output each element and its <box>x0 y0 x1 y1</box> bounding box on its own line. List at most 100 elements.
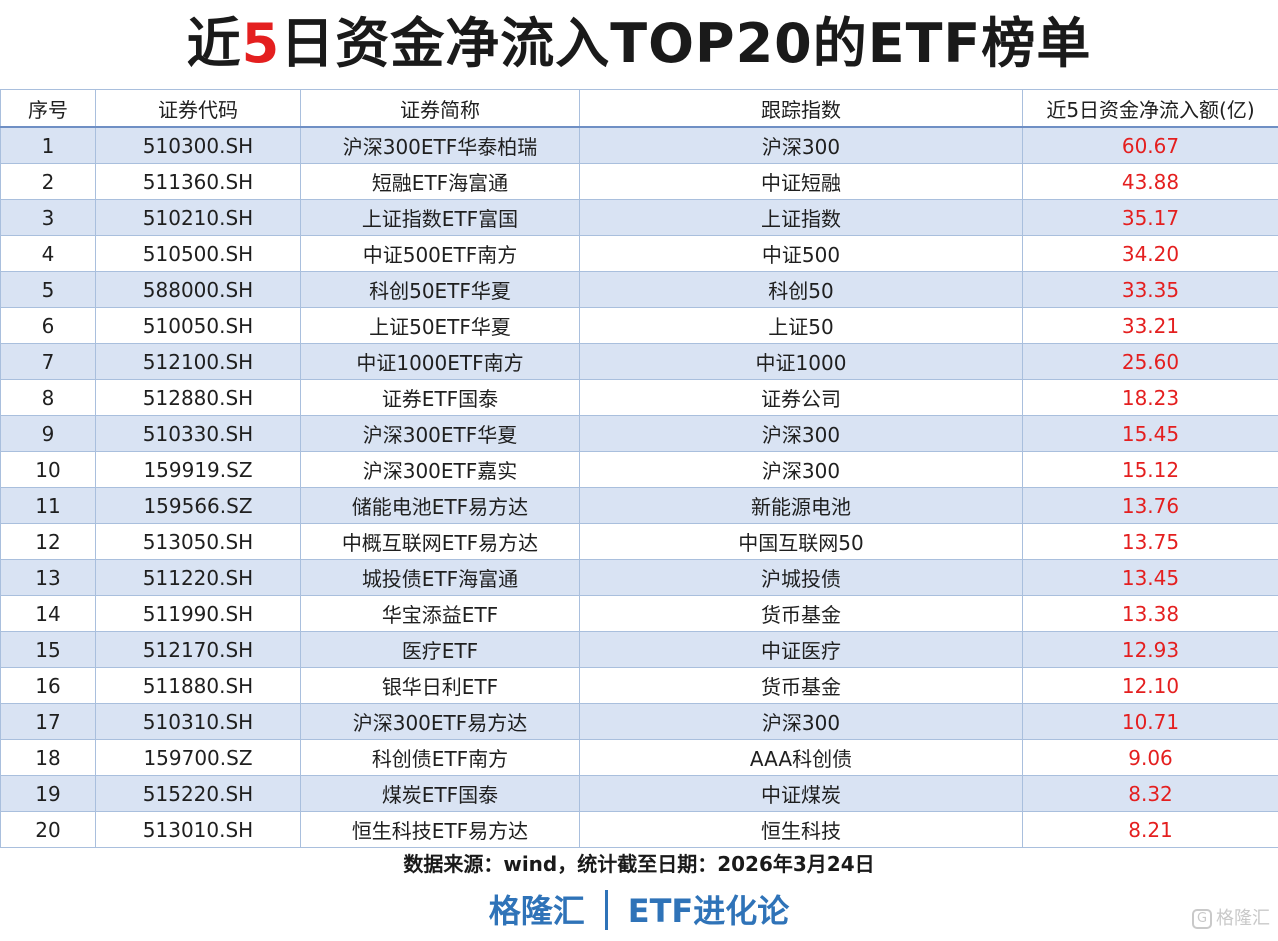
cell-tracking-index: 中证500 <box>579 235 1023 272</box>
cell-rank: 19 <box>0 775 96 812</box>
cell-code: 511220.SH <box>95 559 301 596</box>
cell-net-inflow: 13.45 <box>1022 559 1278 596</box>
brand-column-name: ETF进化论 <box>627 892 790 930</box>
cell-tracking-index: 货币基金 <box>579 667 1023 704</box>
cell-rank: 14 <box>0 595 96 632</box>
cell-short-name: 科创50ETF华夏 <box>300 271 580 308</box>
cell-net-inflow: 25.60 <box>1022 343 1278 380</box>
cell-short-name: 证券ETF国泰 <box>300 379 580 416</box>
cell-net-inflow: 8.32 <box>1022 775 1278 812</box>
cell-code: 513050.SH <box>95 523 301 560</box>
header-net-inflow: 近5日资金净流入额(亿) <box>1022 89 1278 128</box>
cell-short-name: 中证1000ETF南方 <box>300 343 580 380</box>
cell-tracking-index: 沪深300 <box>579 415 1023 452</box>
cell-short-name: 短融ETF海富通 <box>300 163 580 200</box>
cell-short-name: 中概互联网ETF易方达 <box>300 523 580 560</box>
table-row: 3 510210.SH 上证指数ETF富国 上证指数 35.17 <box>0 199 1278 236</box>
header-short-name: 证券简称 <box>300 89 580 128</box>
table-row: 16 511880.SH 银华日利ETF 货币基金 12.10 <box>0 667 1278 704</box>
cell-tracking-index: 中国互联网50 <box>579 523 1023 560</box>
cell-code: 511880.SH <box>95 667 301 704</box>
cell-net-inflow: 12.93 <box>1022 631 1278 668</box>
brand-footer: 格隆汇 ETF进化论 <box>0 888 1278 934</box>
data-source-note: 数据来源：wind，统计截至日期：2026年3月24日 <box>403 852 875 876</box>
brand-name: 格隆汇 <box>488 892 585 930</box>
cell-rank: 8 <box>0 379 96 416</box>
cell-tracking-index: 中证医疗 <box>579 631 1023 668</box>
cell-code: 159919.SZ <box>95 451 301 488</box>
cell-short-name: 沪深300ETF华夏 <box>300 415 580 452</box>
cell-short-name: 沪深300ETF易方达 <box>300 703 580 740</box>
cell-rank: 15 <box>0 631 96 668</box>
cell-net-inflow: 60.67 <box>1022 126 1278 164</box>
watermark: G 格隆汇 <box>1192 905 1270 933</box>
cell-net-inflow: 15.45 <box>1022 415 1278 452</box>
table-row: 14 511990.SH 华宝添益ETF 货币基金 13.38 <box>0 595 1278 632</box>
cell-net-inflow: 33.35 <box>1022 271 1278 308</box>
cell-net-inflow: 35.17 <box>1022 199 1278 236</box>
cell-code: 515220.SH <box>95 775 301 812</box>
table-row: 4 510500.SH 中证500ETF南方 中证500 34.20 <box>0 235 1278 272</box>
cell-net-inflow: 8.21 <box>1022 811 1278 848</box>
table-row: 5 588000.SH 科创50ETF华夏 科创50 33.35 <box>0 271 1278 308</box>
table-row: 6 510050.SH 上证50ETF华夏 上证50 33.21 <box>0 307 1278 344</box>
cell-net-inflow: 10.71 <box>1022 703 1278 740</box>
table-row: 8 512880.SH 证券ETF国泰 证券公司 18.23 <box>0 379 1278 416</box>
table-row: 9 510330.SH 沪深300ETF华夏 沪深300 15.45 <box>0 415 1278 452</box>
cell-tracking-index: 沪深300 <box>579 126 1023 164</box>
cell-net-inflow: 34.20 <box>1022 235 1278 272</box>
cell-tracking-index: 证券公司 <box>579 379 1023 416</box>
cell-short-name: 科创债ETF南方 <box>300 739 580 776</box>
header-tracking-index: 跟踪指数 <box>579 89 1023 128</box>
cell-net-inflow: 13.75 <box>1022 523 1278 560</box>
cell-net-inflow: 15.12 <box>1022 451 1278 488</box>
table-row: 13 511220.SH 城投债ETF海富通 沪城投债 13.45 <box>0 559 1278 596</box>
cell-rank: 1 <box>0 126 96 164</box>
cell-code: 510310.SH <box>95 703 301 740</box>
cell-tracking-index: 沪深300 <box>579 451 1023 488</box>
etf-ranking-table: 序号 证券代码 证券简称 跟踪指数 近5日资金净流入额(亿) 1 510300.S… <box>0 89 1278 848</box>
cell-rank: 16 <box>0 667 96 704</box>
cell-tracking-index: 中证1000 <box>579 343 1023 380</box>
table-row: 19 515220.SH 煤炭ETF国泰 中证煤炭 8.32 <box>0 775 1278 812</box>
gelonghui-logo-icon: G <box>1192 909 1212 929</box>
table-row: 15 512170.SH 医疗ETF 中证医疗 12.93 <box>0 631 1278 668</box>
cell-rank: 17 <box>0 703 96 740</box>
cell-net-inflow: 43.88 <box>1022 163 1278 200</box>
brand-divider <box>604 890 608 930</box>
cell-rank: 3 <box>0 199 96 236</box>
table-row: 12 513050.SH 中概互联网ETF易方达 中国互联网50 13.75 <box>0 523 1278 560</box>
cell-short-name: 上证指数ETF富国 <box>300 199 580 236</box>
cell-code: 510210.SH <box>95 199 301 236</box>
cell-tracking-index: 沪深300 <box>579 703 1023 740</box>
cell-rank: 7 <box>0 343 96 380</box>
cell-tracking-index: 恒生科技 <box>579 811 1023 848</box>
cell-rank: 5 <box>0 271 96 308</box>
table-row: 10 159919.SZ 沪深300ETF嘉实 沪深300 15.12 <box>0 451 1278 488</box>
cell-tracking-index: AAA科创债 <box>579 739 1023 776</box>
cell-code: 588000.SH <box>95 271 301 308</box>
cell-short-name: 华宝添益ETF <box>300 595 580 632</box>
cell-tracking-index: 上证50 <box>579 307 1023 344</box>
cell-code: 512880.SH <box>95 379 301 416</box>
cell-rank: 18 <box>0 739 96 776</box>
table-row: 18 159700.SZ 科创债ETF南方 AAA科创债 9.06 <box>0 739 1278 776</box>
cell-short-name: 城投债ETF海富通 <box>300 559 580 596</box>
cell-code: 511990.SH <box>95 595 301 632</box>
cell-rank: 2 <box>0 163 96 200</box>
cell-code: 510050.SH <box>95 307 301 344</box>
cell-tracking-index: 沪城投债 <box>579 559 1023 596</box>
cell-code: 512170.SH <box>95 631 301 668</box>
cell-rank: 13 <box>0 559 96 596</box>
cell-rank: 12 <box>0 523 96 560</box>
title-suffix: 日资金净流入TOP20的ETF榜单 <box>280 12 1092 75</box>
table-header-row: 序号 证券代码 证券简称 跟踪指数 近5日资金净流入额(亿) <box>0 89 1278 128</box>
cell-tracking-index: 货币基金 <box>579 595 1023 632</box>
cell-short-name: 银华日利ETF <box>300 667 580 704</box>
cell-short-name: 储能电池ETF易方达 <box>300 487 580 524</box>
header-code: 证券代码 <box>95 89 301 128</box>
table-row: 11 159566.SZ 储能电池ETF易方达 新能源电池 13.76 <box>0 487 1278 524</box>
table-row: 2 511360.SH 短融ETF海富通 中证短融 43.88 <box>0 163 1278 200</box>
cell-code: 510300.SH <box>95 126 301 164</box>
cell-rank: 11 <box>0 487 96 524</box>
